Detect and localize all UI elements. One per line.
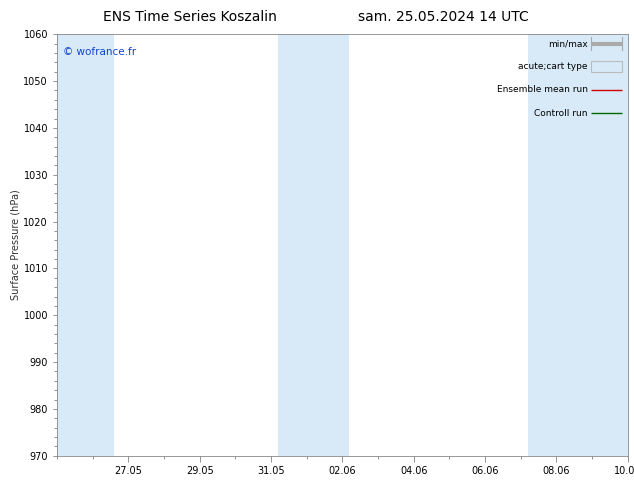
- Text: sam. 25.05.2024 14 UTC: sam. 25.05.2024 14 UTC: [358, 10, 529, 24]
- Bar: [590, 61, 622, 72]
- Y-axis label: Surface Pressure (hPa): Surface Pressure (hPa): [11, 190, 21, 300]
- Text: © wofrance.fr: © wofrance.fr: [63, 47, 136, 57]
- Text: acute;cart type: acute;cart type: [518, 62, 588, 71]
- Text: Controll run: Controll run: [534, 109, 588, 118]
- Bar: [527, 34, 628, 456]
- Text: Ensemble mean run: Ensemble mean run: [496, 85, 588, 95]
- Bar: [57, 34, 114, 456]
- Text: ENS Time Series Koszalin: ENS Time Series Koszalin: [103, 10, 277, 24]
- Text: min/max: min/max: [548, 39, 588, 48]
- Bar: [278, 34, 349, 456]
